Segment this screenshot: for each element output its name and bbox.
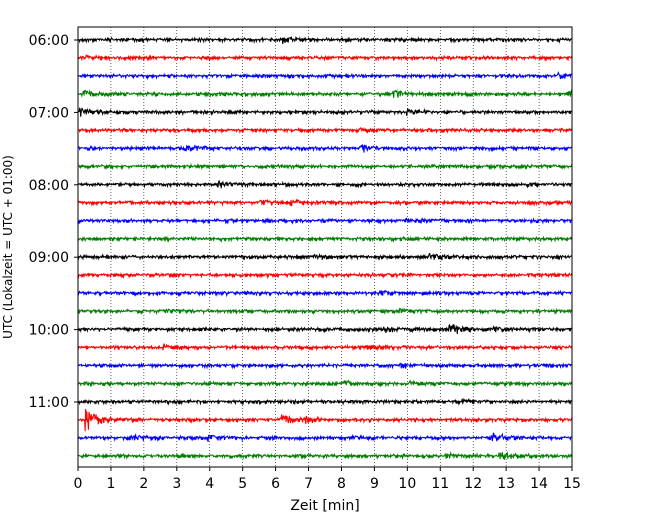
x-tick-label: 0	[74, 476, 83, 492]
x-tick-label: 3	[172, 476, 181, 492]
x-tick-label: 15	[563, 476, 581, 492]
trace-1100	[77, 397, 573, 406]
trace-0645	[77, 88, 573, 99]
y-axis-label: UTC (Lokalzeit = UTC + 01:00)	[1, 155, 15, 339]
trace-0900	[77, 252, 573, 262]
x-axis-ticks: 0 1 2 3 4 5 6 7 8 9 10 11 12 13 14 15	[74, 467, 581, 492]
trace-0700	[77, 107, 573, 117]
trace-0830	[77, 217, 573, 225]
trace-1115	[77, 408, 573, 432]
trace-1045	[77, 379, 573, 388]
y-tick-label: 08:00	[29, 178, 69, 194]
x-tick-label: 9	[370, 476, 379, 492]
trace-0630	[77, 70, 572, 81]
trace-0730	[77, 143, 573, 153]
y-axis-ticks: 06:00 07:00 08:00 09:00 10:00 11:00	[29, 33, 78, 411]
trace-0615	[77, 54, 573, 62]
x-tick-label: 14	[530, 476, 548, 492]
vertical-grid	[110, 27, 540, 467]
trace-0815	[77, 198, 573, 207]
trace-0745	[77, 162, 573, 171]
x-tick-label: 11	[431, 476, 449, 492]
trace-1145	[77, 450, 573, 461]
trace-0600	[77, 35, 573, 45]
trace-1130	[77, 432, 573, 443]
trace-0800	[77, 179, 573, 189]
trace-0915	[77, 271, 573, 280]
trace-0930	[77, 289, 573, 298]
x-tick-label: 4	[205, 476, 214, 492]
trace-1030	[77, 361, 573, 370]
y-tick-label: 07:00	[29, 105, 69, 121]
x-tick-label: 5	[238, 476, 247, 492]
x-tick-label: 7	[304, 476, 313, 492]
y-tick-label: 06:00	[29, 33, 69, 49]
trace-1015	[77, 343, 573, 352]
plot-frame	[77, 26, 573, 468]
trace-group	[77, 35, 573, 461]
y-tick-label: 10:00	[29, 323, 69, 339]
trace-0945	[77, 307, 573, 316]
x-tick-label: 2	[139, 476, 148, 492]
x-tick-label: 1	[106, 476, 115, 492]
x-tick-label: 13	[497, 476, 515, 492]
x-tick-label: 12	[464, 476, 482, 492]
trace-1000	[77, 323, 573, 335]
x-tick-label: 10	[398, 476, 416, 492]
x-tick-label: 8	[337, 476, 346, 492]
x-axis-label: Zeit [min]	[290, 498, 359, 514]
trace-0715	[77, 126, 573, 135]
x-tick-label: 6	[271, 476, 280, 492]
y-tick-label: 11:00	[29, 395, 69, 411]
y-tick-label: 09:00	[29, 250, 69, 266]
trace-0845	[77, 235, 573, 244]
